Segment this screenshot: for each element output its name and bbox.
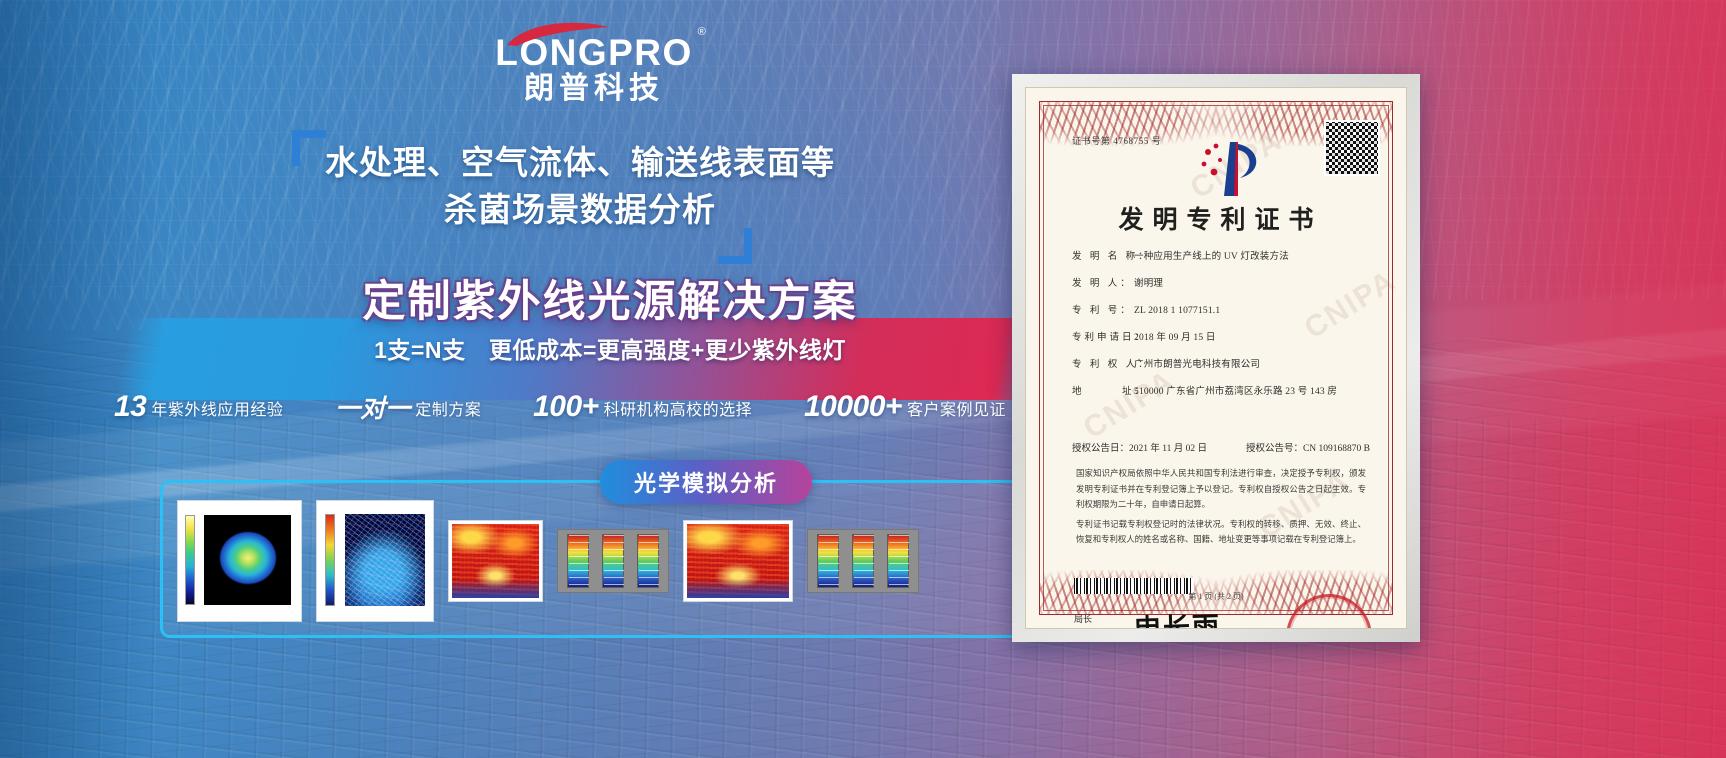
certificate-field: 专 利 号：ZL 2018 1 1077151.1 — [1072, 302, 1370, 316]
optical-simulation-panel: 光学模拟分析 — [160, 460, 1160, 638]
colorbar-ticks — [638, 535, 659, 587]
certificate-title: 发明专利证书 — [1118, 207, 1323, 234]
bracket-top-left-icon — [292, 130, 326, 166]
heatmap-surface — [452, 524, 539, 598]
barcode-icon — [1074, 578, 1194, 594]
certificate-number: 证书号第 4768755 号 — [1072, 136, 1162, 146]
stat-number: 13 — [114, 390, 147, 423]
headline-line-1: 水处理、空气流体、输送线表面等 — [325, 144, 835, 181]
heatmap-surface — [687, 524, 789, 598]
stadium-truss-texture — [0, 0, 1002, 330]
colorbar-legend-panel-1[interactable] — [557, 529, 669, 593]
stat-number: 10000+ — [804, 390, 902, 423]
patent-certificate-photo[interactable]: CNIPA CNIPA CNIPA CNIPA 证书号第 4768755 号 — [1012, 74, 1420, 642]
certificate-legal-text: 国家知识产权局依照中华人民共和国专利法进行审查，决定授予专利权，颁发发明专利证书… — [1076, 466, 1366, 548]
stat-item: 13 年紫外线应用经验 — [114, 392, 283, 422]
certificate-field: 发 明 人：谢明理 — [1072, 275, 1370, 289]
certificate-grant-info: 授权公告日：2021 年 11 月 02 日 授权公告号：CN 10916887… — [1072, 440, 1370, 454]
beam-spot — [219, 532, 276, 585]
stat-number: 100+ — [533, 390, 599, 423]
field-key: 专 利 号： — [1072, 306, 1133, 316]
field-key: 专 利 权 人： — [1072, 360, 1151, 370]
legal-paragraph-1: 国家知识产权局依照中华人民共和国专利法进行审查，决定授予专利权，颁发发明专利证书… — [1076, 469, 1366, 510]
signer-label-name: 申长雨 — [1074, 627, 1101, 628]
logo-wordmark: LONGPRO ® — [495, 22, 706, 73]
field-key: 地 址： — [1072, 387, 1148, 397]
simulation-thumbnail-strip — [177, 499, 1143, 623]
beam-spot-irradiance-map[interactable] — [177, 500, 302, 622]
colorbar — [185, 515, 195, 605]
colorbar-legend-panel-2[interactable] — [807, 529, 919, 593]
signer-label-title: 局长 — [1074, 614, 1093, 624]
colorbar — [851, 534, 874, 588]
field-value: 谢明理 — [1134, 279, 1164, 289]
headline-block: 水处理、空气流体、输送线表面等 杀菌场景数据分析 — [292, 130, 860, 264]
colorbar-ticks — [603, 535, 624, 587]
stat-item: 100+ 科研机构高校的选择 — [533, 392, 752, 422]
field-value: 2018 年 09 月 15 日 — [1134, 333, 1216, 343]
certificate-page: CNIPA CNIPA CNIPA CNIPA 证书号第 4768755 号 — [1025, 87, 1407, 629]
certificate-border-outer — [1039, 101, 1393, 615]
grant-notice-date: 授权公告日：2021 年 11 月 02 日 — [1072, 444, 1208, 454]
slogan-sub-text: 1支=N支 更低成本=更高强度+更少紫外线灯 — [374, 337, 846, 364]
optical-simulation-badge-label: 光学模拟分析 — [634, 471, 779, 496]
stat-number: 一对一 — [335, 395, 411, 423]
stats-row: 13 年紫外线应用经验 一对一 定制方案 100+ 科研机构高校的选择 1000… — [110, 392, 1010, 422]
field-value: ZL 2018 1 1077151.1 — [1134, 306, 1221, 316]
company-logo: LONGPRO ® 朗普科技 — [489, 22, 706, 105]
slogan-block: 定制紫外线光源解决方案 1支=N支 更低成本=更高强度+更少紫外线灯 — [300, 278, 920, 365]
colorbar-ticks — [569, 535, 590, 587]
field-key: 发 明 名 称： — [1072, 252, 1151, 262]
field-key: 专利申请日： — [1072, 333, 1148, 343]
colorbar — [817, 534, 840, 588]
certificate-fields: 发 明 名 称：一种应用生产线上的 UV 灯改装方法 发 明 人：谢明理 专 利… — [1072, 248, 1370, 410]
scatter-points — [345, 514, 425, 606]
surface-heatmap-1[interactable] — [448, 520, 543, 602]
colorbar — [567, 534, 590, 588]
slogan-main-text: 定制紫外线光源解决方案 — [362, 278, 858, 326]
stat-item: 10000+ 客户案例见证 — [804, 392, 1006, 422]
scatter-intensity-map[interactable] — [316, 500, 434, 622]
stamp-star-icon: ★ — [1317, 621, 1342, 628]
logo-text-cn: 朗普科技 — [524, 72, 664, 105]
field-value: 一种应用生产线上的 UV 灯改装方法 — [1134, 252, 1289, 262]
field-key: 发 明 人： — [1072, 279, 1133, 289]
certificate-signer: 局长 申长雨 — [1074, 612, 1101, 628]
certificate-page-footer: 第 1 页 (共 2 页) — [1188, 592, 1244, 601]
bracket-bottom-right-icon — [718, 227, 752, 264]
certificate-field: 地 址：510000 广东省广州市荔湾区永乐路 23 号 143 房 — [1072, 383, 1370, 397]
surface-heatmap-2[interactable] — [683, 520, 793, 602]
grant-notice-number: 授权公告号：CN 109168870 B — [1245, 444, 1370, 454]
cnipa-emblem-icon — [1201, 142, 1257, 196]
handwritten-signature: 申长雨 — [1133, 611, 1222, 629]
registered-mark-icon: ® — [697, 26, 706, 38]
certificate-field: 发 明 名 称：一种应用生产线上的 UV 灯改装方法 — [1072, 248, 1370, 262]
field-value: 广州市朗普光电科技有限公司 — [1134, 360, 1261, 370]
legal-paragraph-2: 专利证书记载专利权登记时的法律状况。专利权的转移、质押、无效、终止、恢复和专利权… — [1076, 519, 1366, 545]
colorbar — [601, 534, 624, 588]
colorbar-ticks — [819, 535, 840, 587]
plot-area — [204, 515, 291, 605]
qr-code-icon — [1324, 120, 1380, 176]
logo-text-en: LONGPRO — [495, 32, 693, 73]
colorbar — [636, 534, 659, 588]
colorbar-ticks — [853, 535, 874, 587]
stat-label: 科研机构高校的选择 — [603, 402, 753, 420]
colorbar — [325, 514, 335, 606]
field-value: 510000 广东省广州市荔湾区永乐路 23 号 143 房 — [1134, 387, 1338, 397]
optical-simulation-badge: 光学模拟分析 — [600, 460, 813, 504]
grant-row: 授权公告日：2021 年 11 月 02 日 授权公告号：CN 10916887… — [1072, 440, 1370, 454]
headline-line-2: 杀菌场景数据分析 — [444, 190, 716, 228]
certificate-field: 专 利 权 人：广州市朗普光电科技有限公司 — [1072, 356, 1370, 370]
certificate-field: 专利申请日：2018 年 09 月 15 日 — [1072, 329, 1370, 343]
plot-area — [345, 514, 425, 606]
stat-label: 定制方案 — [415, 402, 482, 420]
stat-label: 年紫外线应用经验 — [151, 402, 284, 420]
stat-label: 客户案例见证 — [906, 402, 1006, 420]
colorbar — [886, 534, 909, 588]
stat-item: 一对一 定制方案 — [335, 397, 481, 422]
colorbar-ticks — [888, 535, 909, 587]
